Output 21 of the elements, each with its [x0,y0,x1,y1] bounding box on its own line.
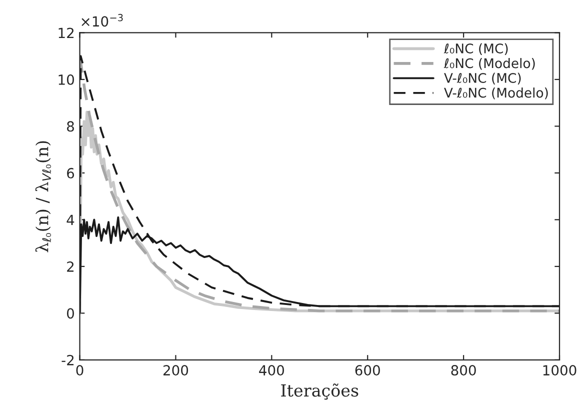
text: ×10$^{−3}$ [82,14,123,27]
y-tick-label: 6 [67,168,74,178]
legend-label: ℓ₀NC (MC) [444,43,508,56]
y-tick-label: 2 [67,261,74,272]
x-tick-label: 800 [451,365,476,376]
x-axis-title: Iterações [281,384,358,400]
legend-label: ℓ₀NC (Modelo) [444,58,535,70]
y-tick-label: 12 [58,28,74,38]
y-tick-label: -2 [62,354,74,366]
legend-label: V-ℓ₀NC (MC) [444,72,521,85]
y-tick-label: 10 [58,74,74,85]
x-tick-label: 0 [76,365,84,376]
y-tick-label: 4 [66,214,74,225]
x-tick-label: 400 [259,365,284,376]
y-axis-title: λ$_{ℓ₀}$(n) / λ$_{Vℓ₀}$(n) [35,141,52,252]
y-tick-label: 0 [66,308,74,319]
legend-label: V-ℓ₀NC (Modelo) [444,88,548,100]
x-tick-label: 200 [163,365,188,376]
x-tick-label: 1000 [543,365,576,376]
y-tick-label: 8 [67,121,74,132]
x-tick-label: 600 [355,365,380,376]
